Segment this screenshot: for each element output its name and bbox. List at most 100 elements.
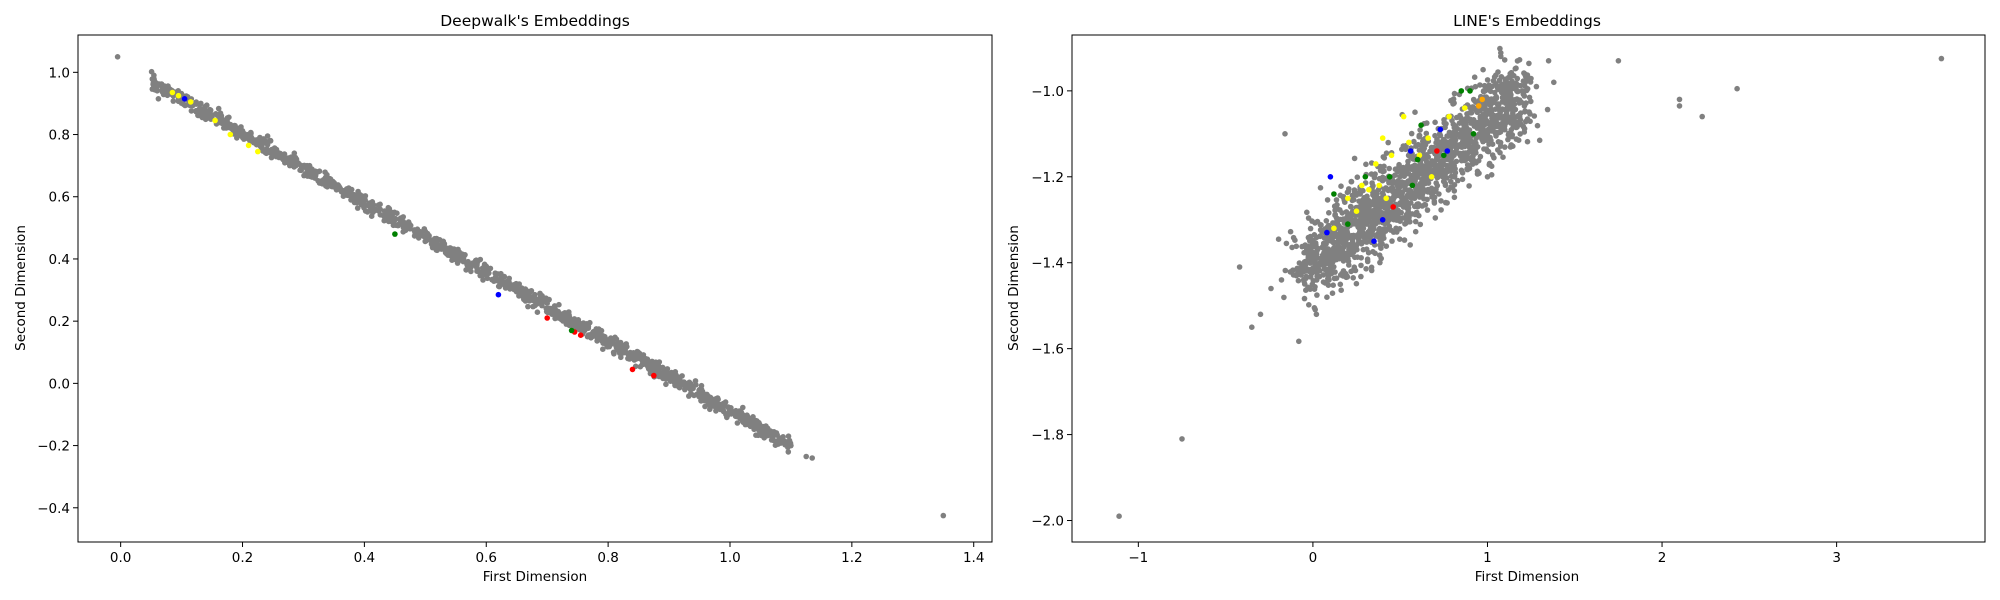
line-x-tick-label: 1	[1483, 550, 1492, 566]
line-point	[1437, 126, 1444, 133]
deepwalk-point	[196, 101, 203, 108]
line-point	[1312, 284, 1318, 290]
line-point	[1493, 117, 1499, 123]
line-point	[1386, 165, 1392, 172]
deepwalk-point	[339, 189, 346, 195]
line-point	[1396, 161, 1402, 168]
line-point	[1306, 302, 1312, 308]
line-point	[1451, 90, 1458, 97]
deepwalk-point	[334, 183, 341, 190]
line-point	[1514, 124, 1520, 130]
deepwalk-point	[449, 248, 455, 254]
line-point	[1405, 162, 1411, 169]
line-point	[1448, 97, 1454, 104]
deepwalk-point	[513, 288, 520, 295]
deepwalk-x-tick-label: 0.0	[110, 550, 131, 566]
deepwalk-y-tick-label: 0.0	[49, 376, 70, 392]
line-point	[1330, 239, 1336, 246]
line-x-tick-label: 2	[1658, 550, 1667, 566]
deepwalk-point	[523, 292, 530, 299]
line-point	[1408, 130, 1415, 137]
deepwalk-point	[615, 341, 622, 347]
line-point	[1676, 96, 1683, 103]
line-point	[1436, 173, 1442, 180]
line-point	[1378, 238, 1384, 244]
line-point	[1414, 163, 1420, 169]
deepwalk-point	[369, 205, 375, 212]
line-point	[1510, 108, 1516, 115]
line-x-tick-label: 0	[1309, 550, 1318, 566]
line-point	[1327, 174, 1334, 180]
line-point	[1533, 83, 1540, 90]
line-point	[1432, 119, 1438, 126]
deepwalk-point	[150, 81, 156, 88]
line-point	[1451, 194, 1458, 201]
deepwalk-point	[669, 375, 675, 381]
line-point	[1334, 244, 1341, 250]
deepwalk-point	[468, 268, 474, 275]
line-point	[1372, 215, 1378, 222]
deepwalk-point	[148, 68, 155, 75]
line-point	[1482, 114, 1488, 121]
deepwalk-y-tick-label: 0.4	[49, 252, 70, 268]
line-point	[1515, 88, 1521, 95]
deepwalk-point	[537, 290, 543, 297]
line-point	[1303, 273, 1309, 280]
deepwalk-point	[479, 265, 486, 271]
deepwalk-point	[215, 105, 222, 112]
deepwalk-point	[518, 288, 525, 294]
line-point	[1384, 210, 1390, 216]
line-point	[1354, 254, 1361, 260]
deepwalk-point	[356, 191, 363, 198]
line-panel: LINE's Embeddings −1 0 1 2 3 −2.0 −1.8 −1.6 −1.…	[1006, 12, 1986, 585]
deepwalk-point	[707, 406, 713, 413]
line-point	[1287, 269, 1294, 275]
deepwalk-point	[204, 102, 210, 108]
line-point	[1522, 108, 1528, 114]
line-point	[1460, 150, 1467, 156]
deepwalk-points	[114, 54, 947, 519]
deepwalk-point	[593, 332, 599, 338]
line-point	[1416, 134, 1422, 140]
deepwalk-point	[538, 300, 544, 306]
line-point	[1446, 113, 1452, 120]
deepwalk-point	[770, 430, 776, 437]
deepwalk-point	[484, 275, 491, 282]
line-point	[1345, 221, 1351, 227]
line-point	[1401, 173, 1407, 179]
deepwalk-point	[241, 130, 247, 137]
deepwalk-point	[587, 319, 593, 326]
line-point	[1374, 190, 1380, 197]
line-point	[1362, 174, 1369, 180]
line-point	[1425, 154, 1431, 160]
line-point	[1415, 201, 1421, 208]
line-point	[1301, 281, 1308, 287]
deepwalk-point	[507, 286, 513, 292]
line-point	[1348, 251, 1354, 258]
line-point	[1445, 187, 1452, 193]
deepwalk-point	[633, 356, 640, 362]
deepwalk-point	[562, 310, 568, 316]
line-point	[1309, 218, 1315, 224]
line-point	[1323, 218, 1330, 224]
deepwalk-point	[434, 247, 440, 254]
line-point	[1489, 128, 1495, 134]
line-point	[1400, 215, 1406, 221]
deepwalk-point	[460, 254, 467, 261]
line-point	[1476, 170, 1482, 177]
line-point	[1461, 128, 1467, 134]
deepwalk-point	[400, 224, 407, 231]
line-point	[1519, 88, 1526, 94]
deepwalk-point	[489, 276, 495, 283]
line-point	[1492, 106, 1499, 112]
deepwalk-point	[645, 366, 652, 372]
deepwalk-point	[485, 270, 492, 277]
deepwalk-point	[169, 89, 176, 96]
line-point	[1331, 275, 1338, 282]
line-point	[1495, 102, 1502, 108]
deepwalk-point	[548, 306, 554, 312]
line-point	[1480, 126, 1487, 133]
deepwalk-point	[940, 512, 947, 519]
line-point	[1420, 138, 1427, 144]
